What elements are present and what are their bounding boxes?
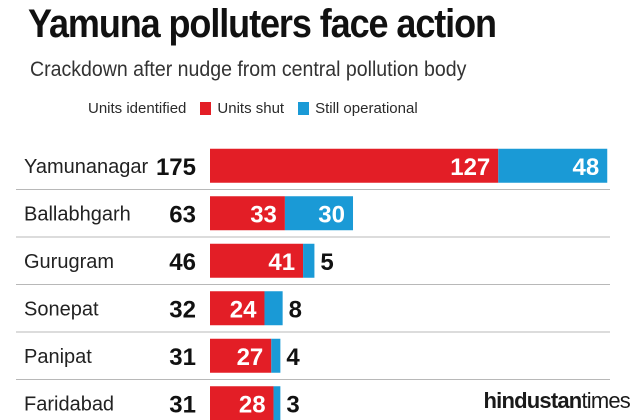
- brand-part2: times: [581, 388, 630, 413]
- bar-shut-yamunanagar: [210, 148, 499, 183]
- brand-logo: hindustantimes: [483, 388, 631, 414]
- bar-operational-ballabhgarh: [284, 196, 354, 231]
- total-label-faridabad: 31: [169, 391, 196, 418]
- legend-swatch-operational: [298, 102, 310, 115]
- value-label-shut-sonepat: 24: [230, 296, 257, 323]
- bar-operational-faridabad: [273, 386, 281, 420]
- value-label-shut-faridabad: 28: [239, 391, 266, 418]
- total-label-sonepat: 32: [169, 296, 196, 323]
- value-label-operational-faridabad: 3: [286, 391, 299, 418]
- value-label-shut-yamunanagar: 127: [450, 154, 490, 181]
- value-label-operational-yamunanagar: 48: [573, 154, 600, 181]
- total-label-panipat: 31: [169, 344, 196, 371]
- total-label-gurugram: 46: [169, 249, 196, 276]
- legend-swatch-shut: [200, 102, 212, 115]
- bar-shut-gurugram: [210, 243, 304, 278]
- legend-label-operational: Still operational: [315, 100, 418, 117]
- total-label-yamunanagar: 175: [156, 154, 196, 181]
- chart-subtitle: Crackdown after nudge from central pollu…: [30, 58, 467, 81]
- category-label-ballabhgarh: Ballabhgarh: [24, 203, 131, 225]
- legend-label-shut: Units shut: [217, 100, 285, 117]
- bar-shut-panipat: [210, 338, 272, 373]
- bar-operational-yamunanagar: [498, 148, 608, 183]
- value-label-operational-ballabhgarh: 30: [318, 201, 345, 228]
- value-label-shut-ballabhgarh: 33: [250, 201, 277, 228]
- total-label-ballabhgarh: 63: [169, 201, 196, 228]
- bar-operational-panipat: [271, 338, 281, 373]
- legend: Units identified Units shut Still operat…: [88, 100, 432, 117]
- bar-shut-ballabhgarh: [210, 196, 285, 231]
- value-label-shut-gurugram: 41: [268, 249, 295, 276]
- value-label-operational-gurugram: 5: [320, 249, 333, 276]
- brand-part1: hindustan: [483, 388, 583, 413]
- category-label-yamunanagar: Yamunanagar: [24, 156, 149, 178]
- chart-title: Yamuna polluters face action: [28, 2, 497, 46]
- category-label-sonepat: Sonepat: [24, 298, 99, 320]
- category-label-faridabad: Faridabad: [24, 393, 114, 415]
- value-label-operational-sonepat: 8: [289, 296, 302, 323]
- category-label-panipat: Panipat: [24, 346, 92, 368]
- bar-operational-sonepat: [264, 291, 283, 326]
- legend-units-identified: Units identified: [88, 100, 186, 117]
- legend-label-identified: Units identified: [88, 100, 187, 117]
- value-label-shut-panipat: 27: [237, 344, 264, 371]
- bar-shut-sonepat: [210, 291, 265, 326]
- category-label-gurugram: Gurugram: [24, 251, 114, 273]
- bar-operational-gurugram: [303, 243, 315, 278]
- legend-still-operational: Still operational: [298, 100, 418, 117]
- value-label-operational-panipat: 4: [286, 344, 300, 371]
- bar-shut-faridabad: [210, 386, 274, 420]
- legend-units-shut: Units shut: [200, 100, 284, 117]
